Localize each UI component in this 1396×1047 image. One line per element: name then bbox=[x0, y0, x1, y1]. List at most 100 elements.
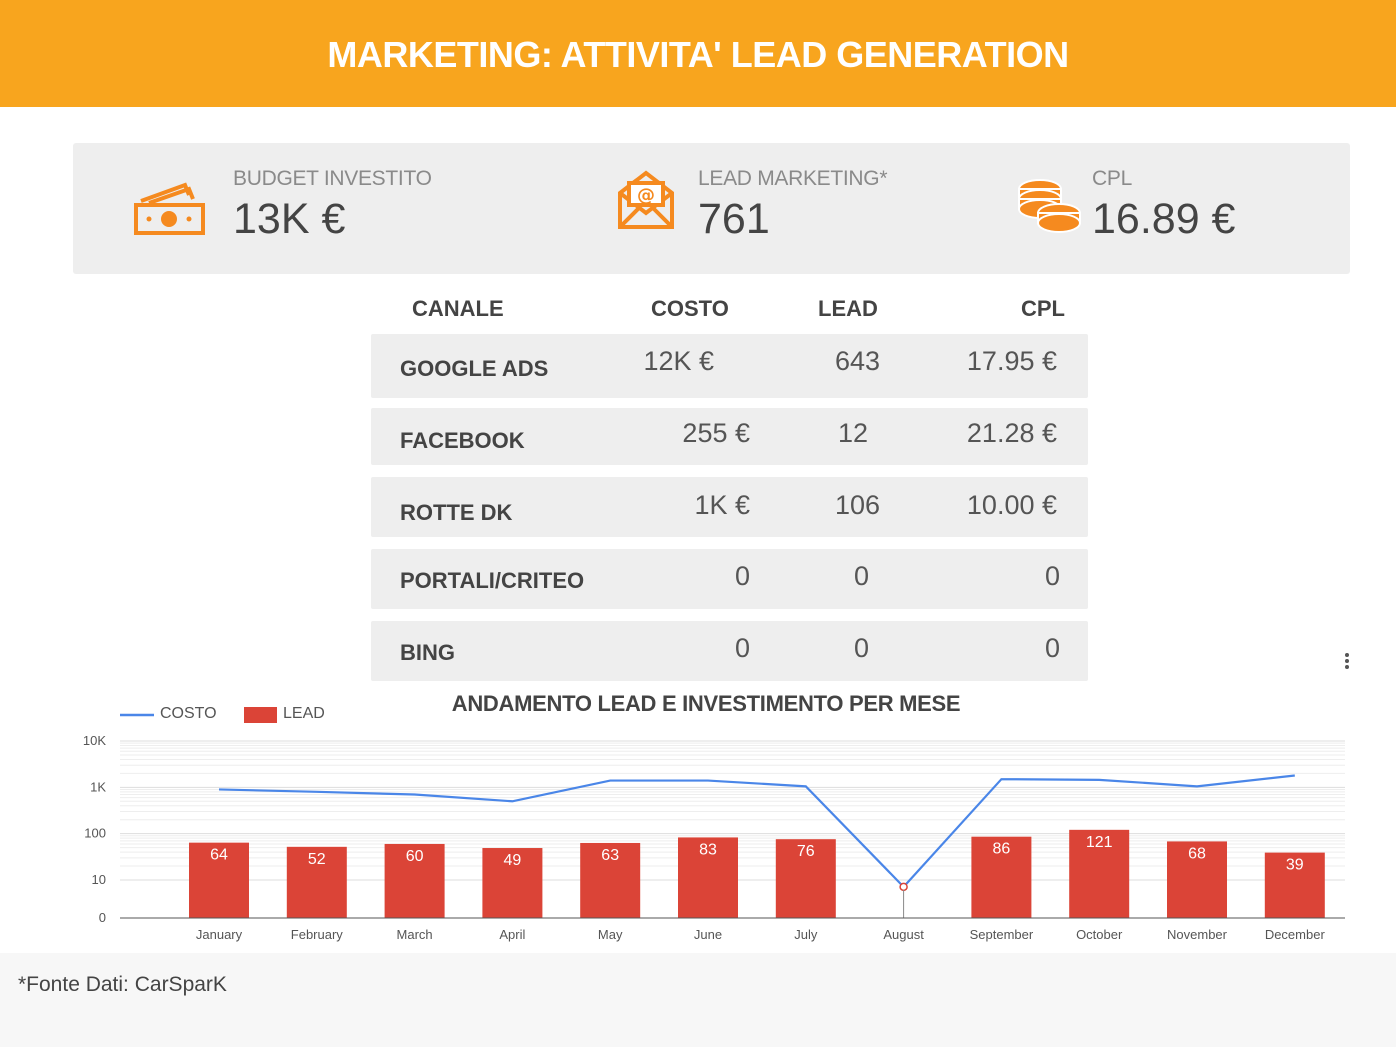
kpi-cpl-value: 16.89 € bbox=[1092, 195, 1236, 243]
kpi-lead: @ LEAD MARKETING* 761 bbox=[617, 143, 1017, 274]
lead-bar bbox=[189, 842, 249, 918]
bar-value-label: 52 bbox=[308, 851, 326, 868]
bar-value-label: 63 bbox=[601, 847, 619, 864]
table-row: BING 0 0 0 bbox=[371, 621, 1088, 681]
x-tick-label: September bbox=[970, 927, 1034, 942]
lead-bar bbox=[678, 837, 738, 918]
row-cpl: 21.28 € bbox=[966, 418, 1057, 448]
x-tick-label: July bbox=[794, 927, 818, 942]
x-tick-label: December bbox=[1265, 927, 1326, 942]
bar-value-label: 86 bbox=[993, 841, 1011, 858]
row-canale: PORTALI/CRITEO bbox=[400, 568, 585, 593]
svg-text:@: @ bbox=[637, 185, 655, 206]
bar-value-label: 76 bbox=[797, 843, 815, 860]
bar-value-label: 39 bbox=[1286, 857, 1304, 874]
kpi-panel: BUDGET INVESTITO 13K € @ LEAD MARKETING*… bbox=[73, 143, 1350, 274]
bar-value-label: 64 bbox=[210, 847, 228, 864]
y-tick-label: 0 bbox=[99, 910, 106, 925]
kpi-budget-value: 13K € bbox=[233, 195, 346, 243]
row-costo: 255 € bbox=[682, 418, 750, 448]
lead-bar bbox=[1167, 841, 1227, 918]
coins-icon bbox=[1018, 179, 1081, 233]
table-header-canale[interactable]: CANALE bbox=[412, 296, 504, 321]
kpi-budget-label: BUDGET INVESTITO bbox=[233, 167, 432, 190]
bar-value-label: 68 bbox=[1188, 845, 1206, 862]
row-lead: 643 bbox=[834, 346, 880, 376]
legend-line-icon bbox=[120, 713, 154, 717]
x-tick-label: March bbox=[397, 927, 433, 942]
table-row: FACEBOOK 255 € 12 21.28 € bbox=[371, 408, 1088, 465]
row-cpl: 0 bbox=[1044, 633, 1060, 663]
kpi-lead-label: LEAD MARKETING* bbox=[698, 167, 888, 190]
y-tick-label: 10 bbox=[92, 872, 106, 887]
x-tick-label: August bbox=[883, 927, 924, 942]
y-tick-label: 1K bbox=[90, 779, 106, 794]
lead-bar bbox=[971, 836, 1032, 918]
footer: *Fonte Dati: CarSparK bbox=[0, 953, 1396, 1047]
x-tick-label: January bbox=[196, 927, 243, 942]
bar-labels: 64 52 60 49 63 83 76 86 121 68 39 bbox=[210, 834, 1304, 874]
table-header-costo[interactable]: COSTO bbox=[651, 296, 729, 321]
lead-bar bbox=[482, 848, 543, 918]
more-options-icon[interactable] bbox=[1343, 653, 1351, 671]
x-axis-labels: January February March April May June July Augu… bbox=[196, 927, 1326, 942]
row-costo: 0 bbox=[734, 633, 750, 663]
lead-bar bbox=[580, 842, 641, 918]
table-header-cpl[interactable]: CPL bbox=[1021, 296, 1065, 321]
x-tick-label: June bbox=[694, 927, 722, 942]
costo-line bbox=[218, 774, 1295, 889]
y-tick-label: 10K bbox=[83, 733, 106, 748]
table-row: PORTALI/CRITEO 0 0 0 bbox=[371, 549, 1088, 609]
table-header-lead[interactable]: LEAD bbox=[818, 296, 878, 321]
money-icon bbox=[134, 182, 205, 235]
x-tick-label: February bbox=[291, 927, 344, 942]
kpi-cpl: CPL 16.89 € bbox=[1016, 143, 1336, 274]
legend-costo[interactable]: COSTO bbox=[160, 705, 217, 722]
y-axis-labels: 0 10 100 1K 10K bbox=[83, 733, 106, 925]
bar-value-label: 83 bbox=[699, 841, 717, 858]
lead-bar bbox=[775, 839, 836, 918]
row-canale: FACEBOOK bbox=[400, 428, 525, 453]
row-lead: 0 bbox=[853, 561, 869, 591]
x-tick-label: April bbox=[499, 927, 525, 942]
row-canale: ROTTE DK bbox=[400, 500, 513, 525]
row-lead: 12 bbox=[837, 418, 868, 448]
lead-bar bbox=[384, 843, 445, 918]
row-costo: 1K € bbox=[694, 490, 750, 520]
x-tick-label: October bbox=[1076, 927, 1123, 942]
kpi-budget: BUDGET INVESTITO 13K € bbox=[133, 143, 553, 274]
table-row: GOOGLE ADS 12K € 643 17.95 € bbox=[371, 334, 1088, 398]
x-tick-label: May bbox=[598, 927, 623, 942]
row-costo: 0 bbox=[734, 561, 750, 591]
table-row: ROTTE DK 1K € 106 10.00 € bbox=[371, 477, 1088, 537]
costo-points bbox=[899, 882, 908, 918]
email-icon: @ bbox=[618, 170, 674, 229]
lead-bar bbox=[1069, 829, 1130, 918]
lead-bars bbox=[189, 829, 1325, 918]
lead-bar bbox=[1264, 852, 1325, 918]
y-tick-label: 100 bbox=[84, 826, 106, 841]
row-costo: 12K € bbox=[643, 346, 714, 376]
chart-title: ANDAMENTO LEAD E INVESTIMENTO PER MESE bbox=[451, 691, 961, 716]
bar-value-label: 60 bbox=[406, 848, 424, 865]
bar-value-label: 121 bbox=[1086, 834, 1113, 851]
legend-bar-icon bbox=[244, 707, 277, 723]
row-lead: 0 bbox=[853, 633, 869, 663]
row-cpl: 17.95 € bbox=[966, 346, 1057, 376]
source-note: *Fonte Dati: CarSparK bbox=[18, 973, 227, 996]
row-canale: BING bbox=[400, 640, 455, 665]
legend-lead[interactable]: LEAD bbox=[283, 705, 325, 722]
row-cpl: 10.00 € bbox=[966, 490, 1057, 520]
row-canale: GOOGLE ADS bbox=[400, 356, 549, 381]
row-lead: 106 bbox=[834, 490, 880, 520]
lead-bar bbox=[286, 846, 347, 918]
header-bar: MARKETING: ATTIVITA' LEAD GENERATION bbox=[0, 0, 1396, 107]
x-tick-label: November bbox=[1167, 927, 1228, 942]
page-title: MARKETING: ATTIVITA' LEAD GENERATION bbox=[327, 34, 1069, 75]
row-cpl: 0 bbox=[1044, 561, 1060, 591]
costo-point bbox=[899, 882, 908, 892]
lead-cost-chart: 0 10 100 1K 10K 64 52 60 49 63 83 76 86 121 68 39 Janu… bbox=[83, 733, 1345, 942]
kpi-lead-value: 761 bbox=[698, 195, 770, 243]
bar-value-label: 49 bbox=[504, 852, 522, 869]
kpi-cpl-label: CPL bbox=[1092, 167, 1132, 190]
